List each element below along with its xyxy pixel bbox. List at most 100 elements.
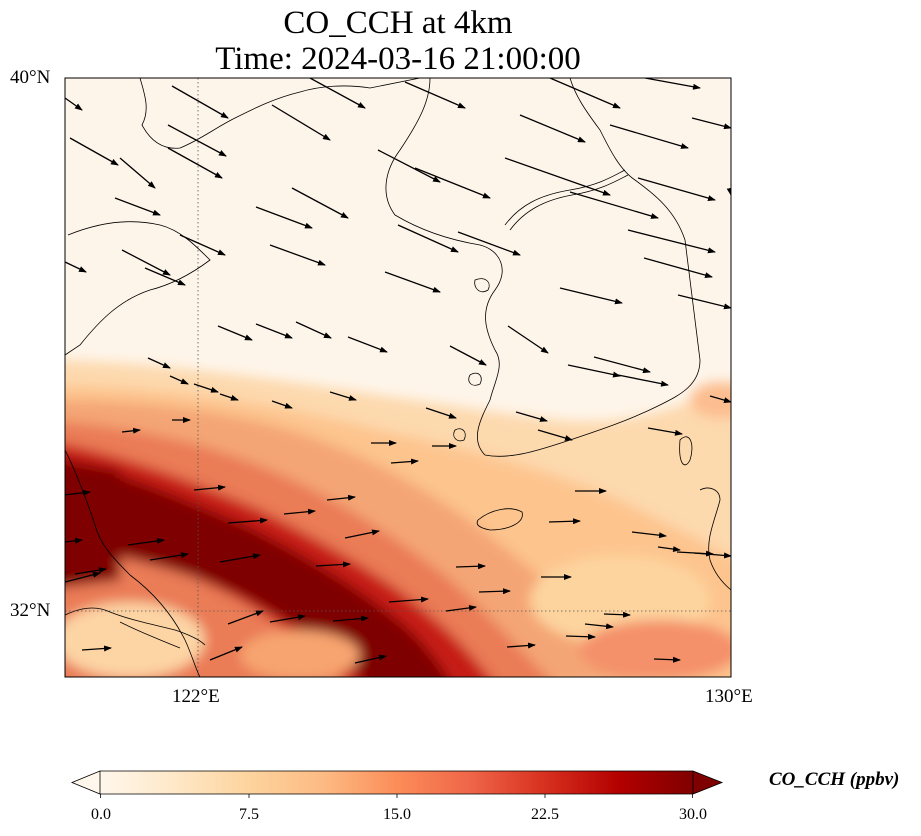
wind-arrow: [271, 104, 331, 141]
lon-label-122e: 122°E: [172, 686, 220, 707]
wind-arrow: [227, 610, 264, 625]
wind-arrow: [617, 374, 669, 387]
wind-arrow: [455, 563, 486, 570]
wind-arrow: [219, 553, 261, 563]
map-frame: [64, 77, 732, 678]
wind-arrow: [65, 261, 87, 273]
colorbar-label: CO_CCH (ppbv): [769, 769, 900, 790]
wind-arrow: [114, 197, 161, 216]
wind-arrow: [504, 157, 611, 196]
wind-arrow: [449, 345, 487, 366]
wind-arrow: [121, 427, 141, 434]
lon-label-130e: 130°E: [705, 686, 753, 707]
wind-arrow: [209, 646, 243, 661]
wind-arrow: [144, 267, 186, 286]
wind-arrow: [193, 383, 219, 393]
wind-arrow: [81, 645, 112, 652]
colorbar-body: [100, 771, 693, 794]
wind-arrow: [65, 571, 101, 583]
wind-arrow: [631, 531, 667, 539]
wind-arrow: [507, 325, 549, 354]
wind-arrow: [559, 287, 623, 305]
wind-arrow: [65, 537, 83, 544]
wind-arrow: [478, 588, 511, 595]
wind-arrow: [537, 429, 573, 441]
wind-arrow: [354, 654, 387, 664]
wind-arrow: [119, 157, 156, 189]
wind-arrow: [657, 546, 681, 553]
title-line-2: Time: 2024-03-16 21:00:00: [215, 41, 581, 77]
wind-arrow: [445, 604, 477, 612]
wind-arrow: [693, 552, 731, 559]
wind-arrow: [329, 391, 357, 401]
wind-arrow: [647, 427, 683, 436]
wind-arrow: [171, 85, 229, 119]
wind-arrow: [569, 191, 659, 219]
wind-arrow: [271, 400, 293, 409]
colorbar-tick-3: 22.5: [531, 806, 559, 823]
wind-arrow: [627, 229, 716, 254]
wind-arrow: [377, 149, 441, 183]
wind-arrow: [65, 489, 91, 496]
wind-arrow: [283, 508, 316, 515]
wind-arrow: [227, 517, 268, 524]
lat-label-40n: 40°N: [10, 67, 51, 88]
wind-arrow: [603, 611, 631, 618]
wind-arrow: [269, 244, 326, 266]
wind-arrow: [347, 336, 388, 353]
wind-arrow: [709, 395, 731, 403]
wind-arrow: [121, 249, 171, 276]
wind-arrow: [404, 81, 466, 109]
wind-arrow: [315, 561, 351, 568]
gridlines: [65, 78, 731, 677]
wind-arrow: [691, 117, 731, 130]
wind-arrow: [397, 224, 459, 253]
wind-arrow: [309, 78, 366, 109]
wind-arrow: [169, 375, 189, 385]
wind-arrow: [637, 177, 716, 201]
colorbar: [70, 770, 724, 798]
wind-arrow: [344, 529, 380, 539]
wind-arrow: [653, 656, 681, 663]
wind-arrow: [149, 552, 189, 561]
colorbar-tick-1: 7.5: [239, 806, 259, 823]
wind-arrow: [457, 231, 521, 256]
wind-arrow: [179, 234, 226, 256]
wind-arrow: [567, 364, 621, 378]
wind-arrow: [269, 614, 306, 623]
wind-arrow: [167, 147, 223, 179]
wind-arrow: [167, 124, 227, 157]
wind-arrow: [548, 518, 581, 525]
wind-arrow: [549, 78, 621, 109]
wind-arrow: [255, 206, 313, 229]
wind-arrow: [384, 271, 441, 293]
wind-arrow: [643, 257, 713, 279]
wind-arrow: [425, 407, 457, 419]
wind-arrow: [74, 567, 107, 575]
wind-arrow: [388, 596, 429, 603]
title-line-1: CO_CCH at 4km: [283, 5, 513, 41]
co-concentration-field: [65, 78, 731, 677]
wind-arrow: [414, 167, 491, 199]
coastlines: [65, 78, 731, 677]
wind-arrow: [127, 537, 165, 546]
lat-label-32n: 32°N: [10, 600, 51, 621]
wind-arrow: [295, 321, 332, 339]
colorbar-extend-max: [692, 770, 724, 795]
wind-arrow: [255, 323, 293, 339]
wind-arrow: [69, 137, 119, 166]
wind-arrow: [584, 623, 614, 630]
wind-arrow: [565, 633, 596, 640]
colorbar-tick-2: 15.0: [383, 806, 411, 823]
wind-vectors: [65, 78, 731, 664]
colorbar-tick-0: 0.0: [91, 806, 111, 823]
wind-arrow: [515, 411, 548, 422]
wind-arrow: [217, 325, 253, 341]
wind-arrow: [593, 356, 651, 374]
wind-arrow: [609, 124, 689, 149]
wind-arrow: [326, 494, 356, 501]
wind-arrow: [147, 357, 171, 369]
wind-arrow: [332, 615, 369, 622]
wind-arrow: [519, 114, 586, 143]
